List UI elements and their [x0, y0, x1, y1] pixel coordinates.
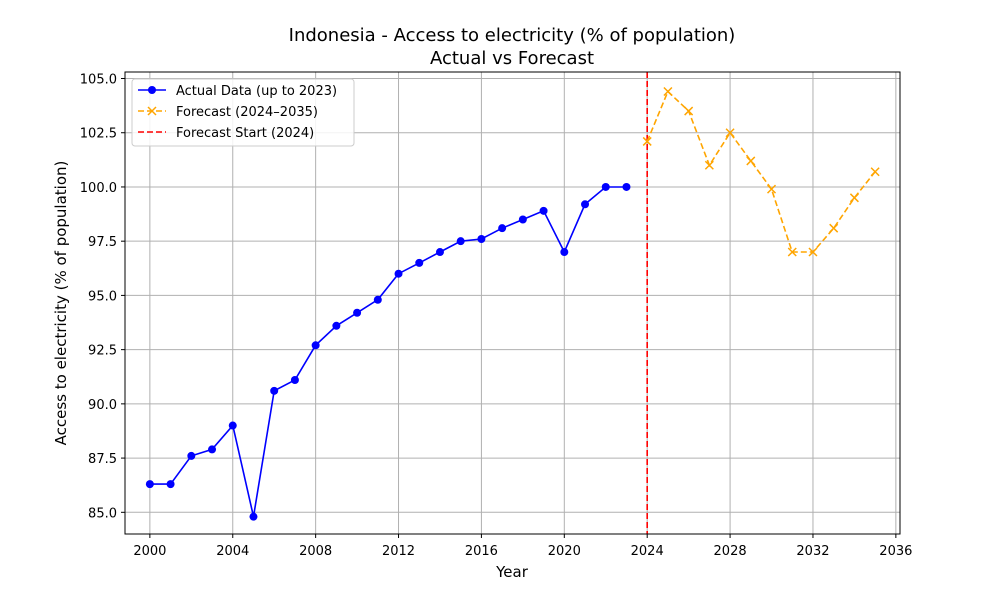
axis-ticks: 2000 2004 2008 2012 2016 2020 2024 2028 2032 2036…	[80, 73, 913, 559]
forecast-data-point	[663, 86, 673, 97]
actual-data-point	[601, 182, 610, 191]
x-tick-label: 2020	[548, 544, 581, 559]
y-tick-label: 102.5	[80, 127, 117, 142]
forecast-data-point	[787, 247, 797, 257]
y-tick-label: 105.0	[80, 73, 117, 88]
y-axis-label: Access to electricity (% of population)	[52, 161, 70, 446]
x-axis-label: Year	[495, 563, 529, 581]
actual-data-point	[394, 269, 403, 278]
actual-data-point	[270, 386, 279, 395]
actual-series-line	[149, 186, 627, 517]
actual-data-point	[228, 421, 237, 430]
x-tick-label: 2008	[299, 544, 332, 559]
forecast-data-point	[642, 136, 652, 146]
actual-data-point	[415, 258, 424, 267]
forecast-series-line	[646, 90, 876, 253]
actual-data-point	[290, 376, 299, 384]
chart-subtitle: Actual vs Forecast	[430, 48, 594, 69]
legend-box	[131, 78, 355, 147]
forecast-data-point	[704, 160, 714, 170]
actual-data-point	[373, 295, 382, 304]
y-tick-label: 85.0	[88, 506, 117, 521]
actual-data-point	[622, 182, 631, 191]
forecast-data-point	[870, 167, 880, 177]
forecast-data-point	[746, 156, 756, 166]
legend-marker-forecast	[147, 106, 157, 116]
actual-data-point	[518, 215, 527, 224]
series-layer	[145, 72, 880, 534]
actual-data-point	[353, 308, 362, 317]
forecast-data-point	[684, 106, 694, 116]
actual-data-point	[332, 321, 341, 330]
actual-data-point	[145, 480, 154, 489]
y-tick-label: 87.5	[88, 452, 117, 467]
actual-data-point	[187, 451, 196, 460]
legend: Actual Data (up to 2023) Forecast (2024–…	[131, 78, 355, 147]
actual-data-point	[208, 445, 217, 454]
y-tick-label: 100.0	[80, 181, 117, 196]
legend-label-forecast-start: Forecast Start (2024)	[176, 126, 314, 141]
legend-label-forecast: Forecast (2024–2035)	[176, 105, 318, 120]
legend-marker-actual	[148, 86, 156, 94]
legend-label-actual: Actual Data (up to 2023)	[176, 84, 337, 99]
x-tick-label: 2024	[631, 544, 664, 559]
forecast-data-point	[808, 247, 818, 257]
actual-data-point	[560, 248, 569, 257]
y-tick-label: 90.0	[88, 398, 117, 413]
actual-data-point	[166, 480, 175, 489]
x-tick-label: 2032	[796, 544, 829, 559]
actual-data-point	[498, 224, 507, 233]
actual-data-point	[539, 206, 548, 215]
actual-data-point	[311, 341, 320, 350]
chart-title: Indonesia - Access to electricity (% of …	[289, 25, 736, 46]
actual-data-point	[581, 200, 590, 209]
forecast-data-point	[766, 184, 777, 194]
y-tick-label: 95.0	[88, 289, 117, 304]
x-tick-label: 2004	[216, 544, 249, 559]
actual-data-point	[435, 248, 444, 257]
y-tick-label: 92.5	[88, 344, 117, 359]
actual-data-point	[456, 237, 465, 246]
forecast-data-point	[849, 193, 859, 203]
plot-frame	[124, 71, 901, 535]
x-tick-label: 2012	[382, 544, 415, 559]
x-tick-label: 2016	[465, 544, 498, 559]
x-tick-label: 2000	[133, 544, 166, 559]
x-tick-label: 2028	[714, 544, 747, 559]
forecast-data-point	[829, 223, 839, 233]
forecast-data-point	[725, 128, 735, 138]
x-tick-label: 2036	[879, 544, 912, 559]
actual-data-point	[249, 512, 258, 521]
y-tick-label: 97.5	[88, 235, 117, 250]
actual-data-point	[477, 235, 486, 244]
